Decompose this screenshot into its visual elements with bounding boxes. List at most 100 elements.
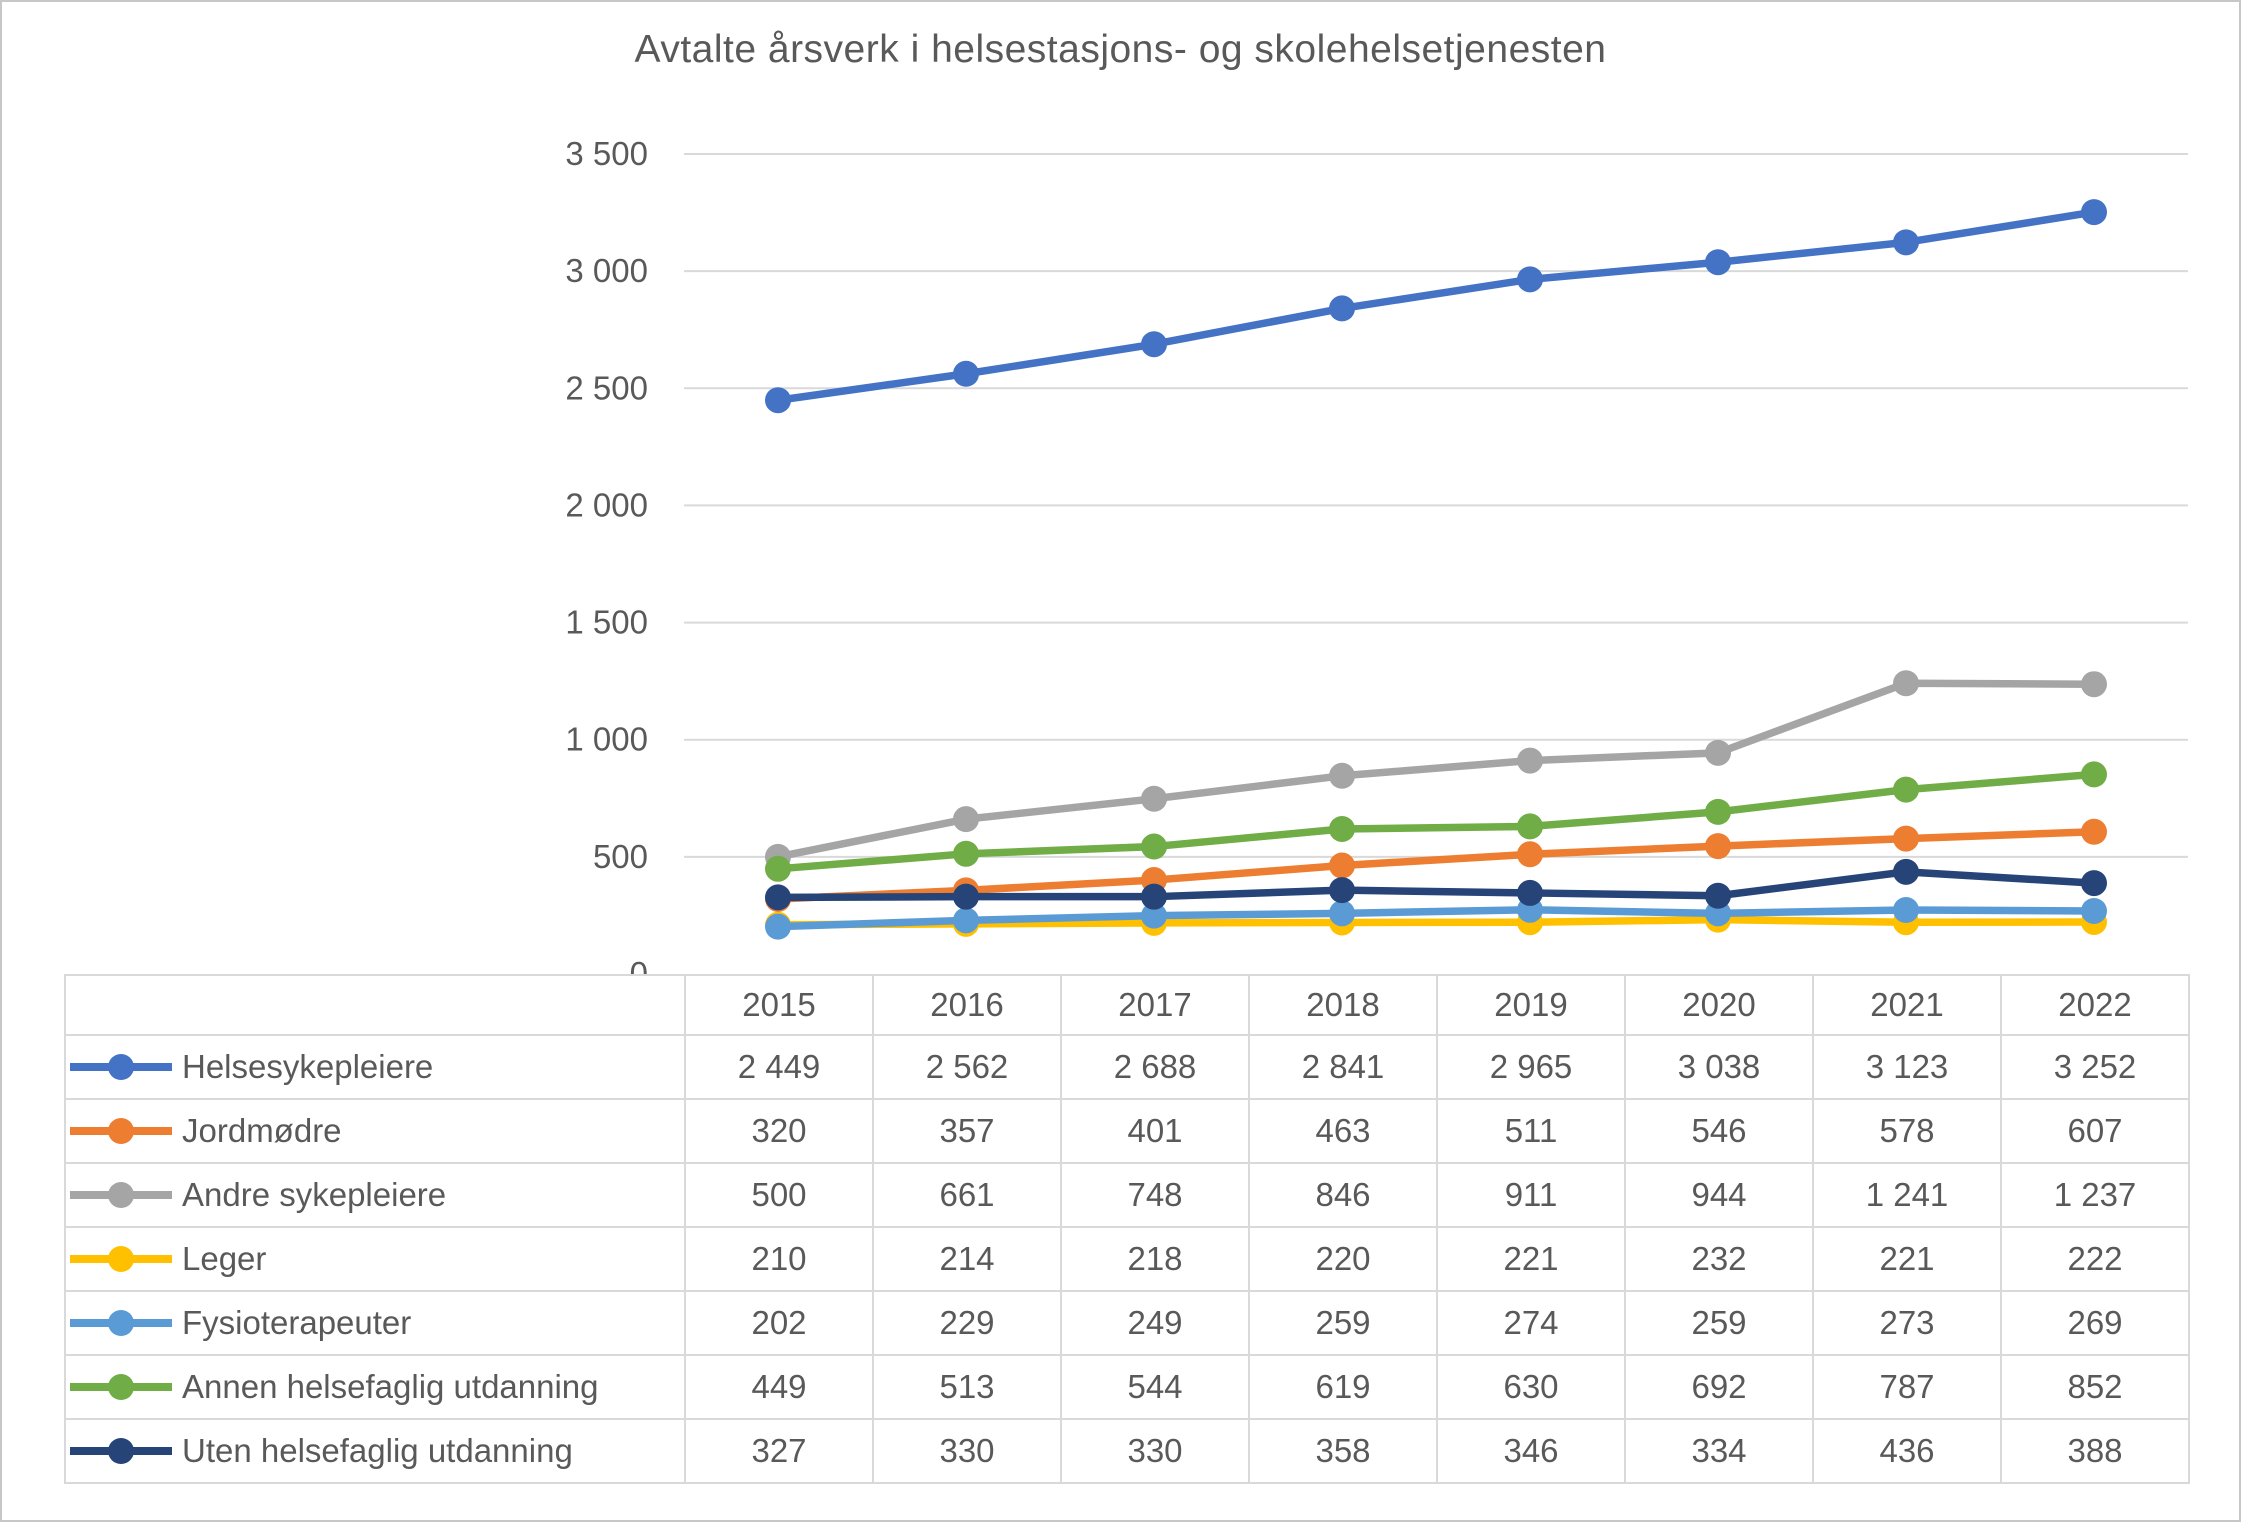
year-header-cell: 2018 — [1248, 974, 1438, 1036]
value-cell: 511 — [1436, 1098, 1626, 1164]
legend-dot — [108, 1054, 134, 1080]
value-cell: 214 — [872, 1226, 1062, 1292]
value-cell: 692 — [1624, 1354, 1814, 1420]
value-cell: 334 — [1624, 1418, 1814, 1484]
data-point-marker — [1329, 295, 1355, 322]
data-point-marker — [1893, 670, 1919, 697]
series-line — [774, 770, 2098, 873]
value-cell: 249 — [1060, 1290, 1250, 1356]
value-cell: 911 — [1436, 1162, 1626, 1228]
value-cell: 259 — [1624, 1290, 1814, 1356]
series-label: Leger — [182, 1240, 267, 1277]
value-cell: 544 — [1060, 1354, 1250, 1420]
data-point-marker — [1517, 266, 1543, 293]
value-cell: 232 — [1624, 1226, 1814, 1292]
legend-dot — [108, 1118, 134, 1144]
data-point-marker — [2081, 761, 2107, 788]
series-legend-key: Helsesykepleiere — [67, 1048, 683, 1086]
data-point-marker — [1329, 762, 1355, 789]
series-label: Uten helsefaglig utdanning — [182, 1432, 573, 1469]
series-legend-cell: Uten helsefaglig utdanning — [64, 1418, 686, 1484]
series-legend-key: Andre sykepleiere — [67, 1176, 683, 1214]
value-cell: 3 123 — [1812, 1034, 2002, 1100]
year-header-cell: 2022 — [2000, 974, 2190, 1036]
series-line — [774, 679, 2098, 861]
value-cell: 357 — [872, 1098, 1062, 1164]
data-point-marker — [1893, 229, 1919, 256]
series-label: Andre sykepleiere — [182, 1176, 447, 1213]
series-line-marker-icon — [70, 1118, 172, 1144]
value-cell: 846 — [1248, 1162, 1438, 1228]
data-point-marker — [953, 806, 979, 833]
data-point-marker — [765, 387, 791, 414]
series-legend-key: Leger — [67, 1240, 683, 1278]
data-point-marker — [1893, 776, 1919, 803]
series-annen-helsefaglig-utdanning — [765, 761, 2107, 882]
series-line — [774, 828, 2098, 903]
value-cell: 944 — [1624, 1162, 1814, 1228]
value-cell: 852 — [2000, 1354, 2190, 1420]
data-point-marker — [2081, 818, 2107, 845]
y-axis-tick-label: 3 500 — [565, 135, 648, 172]
series-label: Annen helsefaglig utdanning — [182, 1368, 599, 1405]
y-axis-tick-label: 2 500 — [565, 369, 648, 406]
value-cell: 269 — [2000, 1290, 2190, 1356]
y-axis-tick-label: 1 500 — [565, 604, 648, 641]
series-uten-helsefaglig-utdanning — [765, 858, 2107, 911]
value-cell: 388 — [2000, 1418, 2190, 1484]
series-legend-key: Jordmødre — [67, 1112, 683, 1150]
value-cell: 661 — [872, 1162, 1062, 1228]
data-point-marker — [1141, 785, 1167, 812]
value-cell: 346 — [1436, 1418, 1626, 1484]
value-cell: 358 — [1248, 1418, 1438, 1484]
value-cell: 607 — [2000, 1098, 2190, 1164]
value-cell: 220 — [1248, 1226, 1438, 1292]
value-cell: 3 038 — [1624, 1034, 1814, 1100]
data-table: 2015 2016 2017 2018 2019 2020 2021 2022 Helsesyk… — [64, 974, 2190, 1484]
data-point-marker — [1517, 841, 1543, 868]
series-line-marker-icon — [70, 1246, 172, 1272]
value-cell: 229 — [872, 1290, 1062, 1356]
data-point-marker — [1329, 877, 1355, 904]
data-point-marker — [1893, 825, 1919, 852]
value-cell: 330 — [872, 1418, 1062, 1484]
value-cell: 2 688 — [1060, 1034, 1250, 1100]
legend-dot — [108, 1246, 134, 1272]
value-cell: 500 — [684, 1162, 874, 1228]
series-line-marker-icon — [70, 1438, 172, 1464]
data-point-marker — [1517, 747, 1543, 774]
data-point-marker — [953, 360, 979, 387]
series-andre-sykepleiere — [765, 670, 2107, 870]
value-cell: 222 — [2000, 1226, 2190, 1292]
value-cell: 273 — [1812, 1290, 2002, 1356]
series-legend-key: Fysioterapeuter — [67, 1304, 683, 1342]
data-point-marker — [2081, 199, 2107, 226]
data-point-marker — [1141, 833, 1167, 860]
value-cell: 619 — [1248, 1354, 1438, 1420]
value-cell: 436 — [1812, 1418, 2002, 1484]
table-row-fysioterapeuter: Fysioterapeuter 202 229 249 259 274 259 273 269 — [64, 1290, 2190, 1356]
data-point-marker — [1329, 852, 1355, 879]
series-legend-cell: Andre sykepleiere — [64, 1162, 686, 1228]
data-point-marker — [2081, 897, 2107, 924]
value-cell: 401 — [1060, 1098, 1250, 1164]
data-point-marker — [765, 855, 791, 882]
value-cell: 218 — [1060, 1226, 1250, 1292]
value-cell: 3 252 — [2000, 1034, 2190, 1100]
table-row-annen-helsefaglig-utdanning: Annen helsefaglig utdanning 449 513 544 619 6… — [64, 1354, 2190, 1420]
table-row-andre-sykepleiere: Andre sykepleiere 500 661 748 846 911 944 1 241… — [64, 1162, 2190, 1228]
data-point-marker — [1893, 897, 1919, 924]
value-cell: 1 241 — [1812, 1162, 2002, 1228]
year-header-cell: 2015 — [684, 974, 874, 1036]
value-cell: 259 — [1248, 1290, 1438, 1356]
series-label: Helsesykepleiere — [182, 1048, 434, 1085]
value-cell: 578 — [1812, 1098, 2002, 1164]
y-axis-tick-label: 0 — [630, 955, 648, 977]
series-line-marker-icon — [70, 1310, 172, 1336]
data-point-marker — [1141, 902, 1167, 929]
series-legend-cell: Annen helsefaglig utdanning — [64, 1354, 686, 1420]
data-point-marker — [2081, 870, 2107, 897]
data-point-marker — [1517, 813, 1543, 840]
series-legend-key: Uten helsefaglig utdanning — [67, 1432, 683, 1470]
y-axis-tick-label: 2 000 — [565, 486, 648, 523]
